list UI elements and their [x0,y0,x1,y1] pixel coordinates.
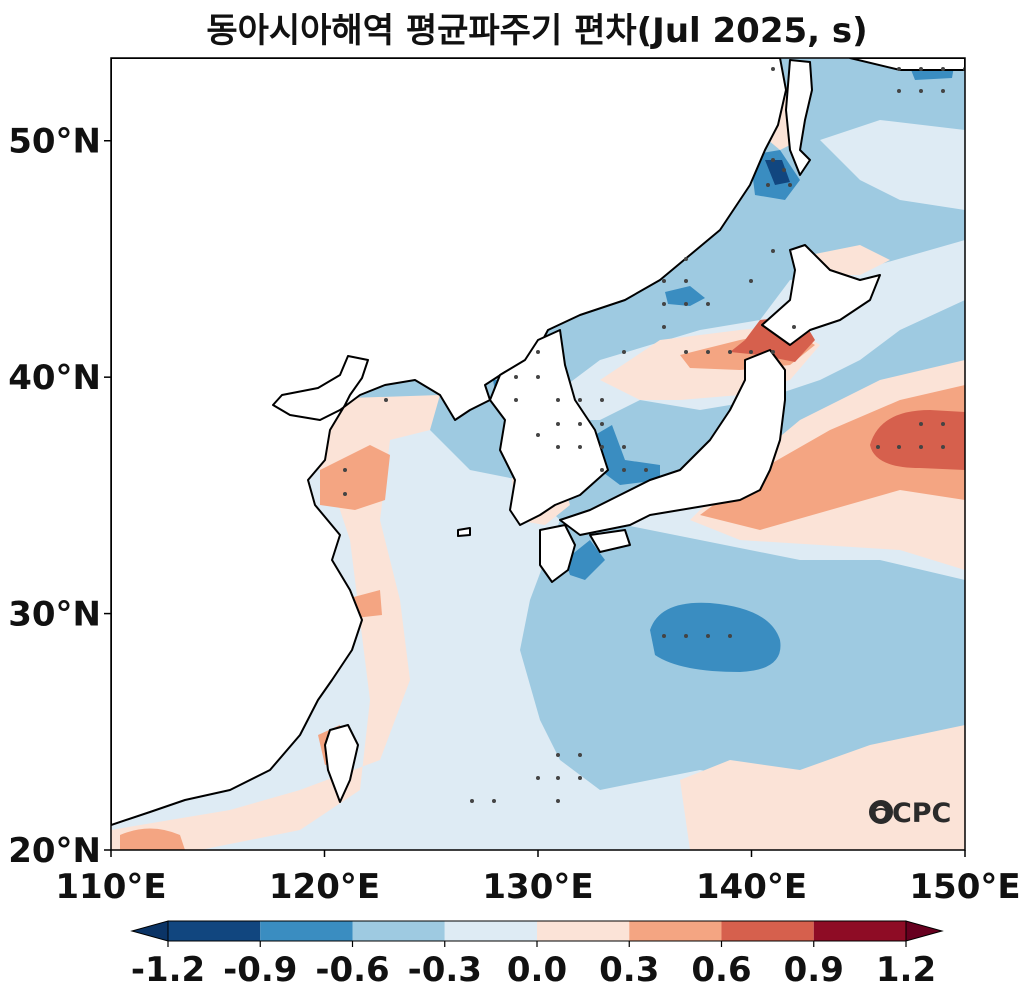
colorbar: -1.2 -0.9 -0.6 -0.3 0.0 0.3 0.6 0.9 1.2 [130,920,944,990]
colorbar-swatch [260,921,353,941]
y-axis: 20°N 30°N 40°N 50°N [8,122,111,871]
colorbar-tick-label: -0.3 [408,950,482,990]
colorbar-tick-label: 0.6 [691,950,751,990]
x-tick-label: 130°E [482,867,593,907]
x-tick-label: 110°E [55,867,166,907]
y-tick-label: 40°N [8,358,101,398]
colorbar-tick-label: 0.0 [507,950,567,990]
landmass-japan-shikoku [589,529,631,553]
colorbar-tick-label: 0.3 [599,950,659,990]
x-tick-label: 150°E [909,867,1020,907]
y-tick-label: 50°N [8,122,101,162]
colorbar-swatch [444,921,537,941]
anomaly-positive-south-pacific [680,725,965,850]
x-axis: 110°E 120°E 130°E 140°E 150°E [55,850,1021,907]
landmass-japan-hokkaido [761,244,881,346]
colorbar-swatch [629,921,722,941]
map-title: 동아시아해역 평균파주기 편차(Jul 2025, s) [206,11,867,51]
y-tick-label: 30°N [8,595,101,635]
colorbar-swatch [168,921,261,941]
anomaly-near-zero-okhotsk [820,120,965,210]
colorbar-tick-label: 1.2 [876,950,936,990]
colorbar-under-arrow [130,920,169,942]
logo-text: OCPC [869,798,951,829]
anomaly-negative-kyushu [565,540,605,580]
landmass-japan-honshu [559,349,786,536]
anomaly-positive-hokkaido-east [810,245,890,275]
significance-dots [343,67,965,803]
land-mass [111,58,965,826]
colorbar-over-arrow [905,920,944,942]
colorbar-tick-label: -0.9 [223,950,297,990]
colorbar-swatch [537,921,630,941]
anomaly-moderate-positive-south [120,828,185,850]
anomaly-negative-korea-east [665,286,705,306]
ocpc-logo: OCPC [869,798,951,829]
colorbar-swatch [813,921,906,941]
landmass-taiwan [324,724,359,803]
colorbar-tick-label: 0.9 [784,950,844,990]
colorbar-tick-label: -1.2 [131,950,205,990]
landmass-asia-mainland [111,58,787,826]
anomaly-strong-positive-pacific [870,410,965,470]
landmass-sakhalin [785,59,813,176]
x-tick-label: 120°E [269,867,380,907]
colorbar-swatch [352,921,445,941]
anomaly-moderate-positive-yellow-sea [320,445,390,510]
colorbar-tick-label: -0.6 [315,950,389,990]
landmass-japan-kyushu [539,524,576,583]
y-tick-label: 20°N [8,831,101,871]
colorbar-swatch [721,921,814,941]
landmass-korea [489,329,609,526]
x-tick-label: 140°E [696,867,807,907]
anomaly-negative-sea-of-japan [595,425,660,485]
landmass-jeju [457,527,471,537]
landmass-kamchatka-edge [849,58,965,71]
anomaly-strong-negative-tatar [765,160,790,185]
map-area: OCPC [111,58,965,850]
anomaly-negative-south-japan [650,602,781,672]
